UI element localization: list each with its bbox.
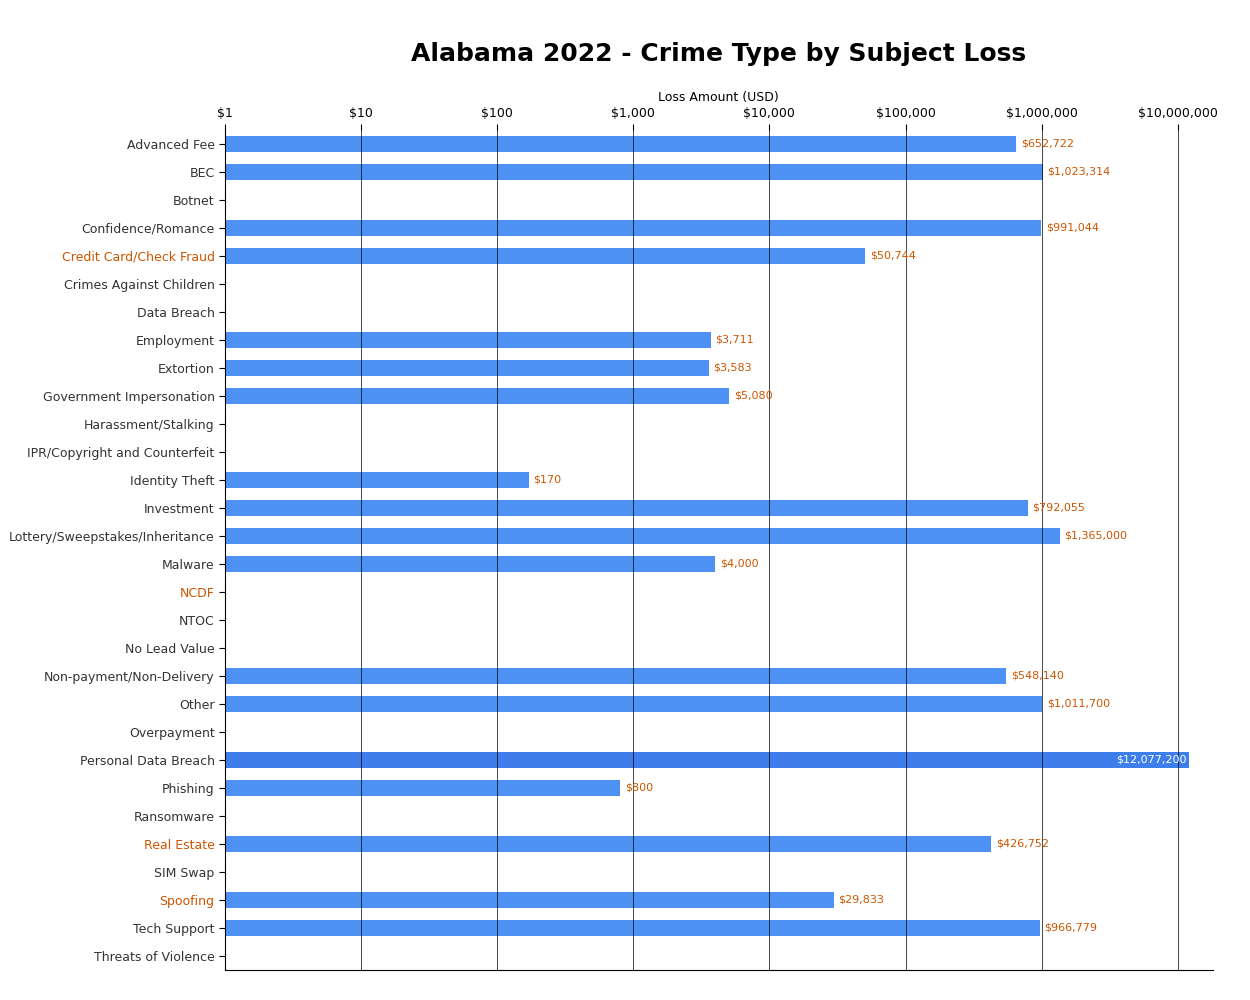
Text: $4,000: $4,000 bbox=[720, 559, 759, 569]
Bar bbox=[225, 528, 1060, 544]
Bar bbox=[225, 472, 529, 488]
Bar bbox=[225, 164, 1042, 180]
Title: Alabama 2022 - Crime Type by Subject Loss: Alabama 2022 - Crime Type by Subject Los… bbox=[411, 42, 1026, 66]
Bar bbox=[225, 332, 711, 348]
Text: $548,140: $548,140 bbox=[1011, 671, 1064, 681]
Text: $652,722: $652,722 bbox=[1021, 139, 1074, 149]
Text: $12,077,200: $12,077,200 bbox=[1116, 755, 1188, 765]
Bar bbox=[225, 136, 1016, 152]
Text: $1,023,314: $1,023,314 bbox=[1048, 167, 1111, 177]
Bar bbox=[225, 248, 865, 264]
Text: $800: $800 bbox=[625, 783, 652, 793]
Bar bbox=[225, 780, 620, 796]
Bar bbox=[225, 388, 730, 404]
Bar bbox=[225, 836, 991, 852]
Bar bbox=[225, 920, 1040, 936]
Bar bbox=[225, 696, 1042, 712]
Bar bbox=[225, 556, 715, 572]
Text: $29,833: $29,833 bbox=[839, 895, 885, 905]
Text: $991,044: $991,044 bbox=[1046, 223, 1099, 233]
Text: $3,711: $3,711 bbox=[715, 335, 754, 345]
Text: $1,365,000: $1,365,000 bbox=[1065, 531, 1128, 541]
Bar bbox=[225, 892, 834, 908]
Bar bbox=[225, 220, 1041, 236]
Bar bbox=[225, 360, 709, 376]
X-axis label: Loss Amount (USD): Loss Amount (USD) bbox=[659, 91, 779, 104]
Bar bbox=[225, 668, 1006, 684]
Text: $50,744: $50,744 bbox=[870, 251, 916, 261]
Text: $3,583: $3,583 bbox=[714, 363, 752, 373]
Bar bbox=[225, 500, 1028, 516]
Text: $792,055: $792,055 bbox=[1032, 503, 1085, 513]
Bar bbox=[225, 752, 1189, 768]
Text: $170: $170 bbox=[534, 475, 561, 485]
Text: $5,080: $5,080 bbox=[734, 391, 772, 401]
Text: $426,752: $426,752 bbox=[996, 839, 1049, 849]
Text: $1,011,700: $1,011,700 bbox=[1048, 699, 1110, 709]
Text: $966,779: $966,779 bbox=[1044, 923, 1098, 933]
